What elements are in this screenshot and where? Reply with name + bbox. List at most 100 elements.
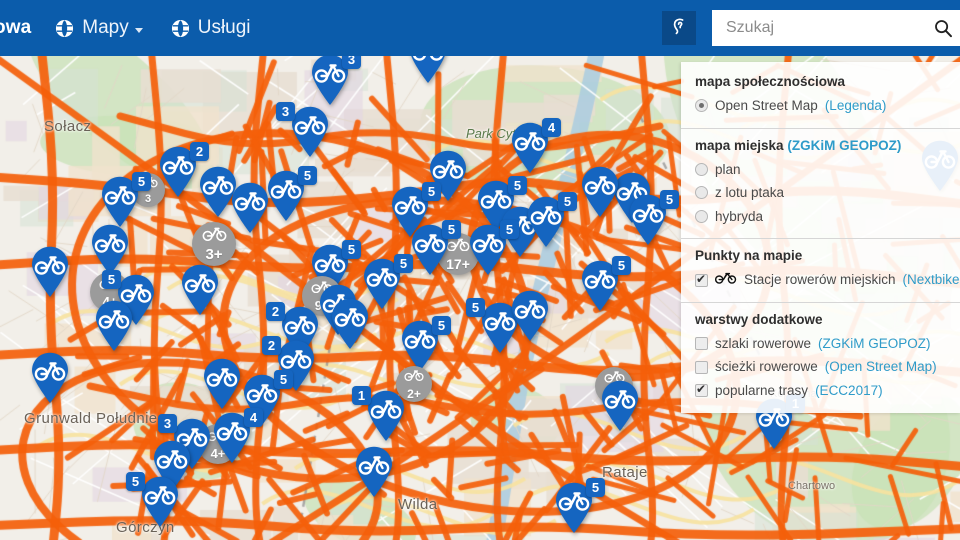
map-marker-bike-station[interactable] bbox=[354, 446, 394, 498]
nav-item-uslugi[interactable]: Usługi bbox=[157, 0, 265, 56]
legend-option-szlaki-rowerowe[interactable]: szlaki rowerowe (ZGKiM GEOPOZ) bbox=[695, 332, 946, 356]
marker-count-badge[interactable]: 3 bbox=[158, 414, 177, 433]
legend-option-z-lotu-ptaka[interactable]: z lotu ptaka bbox=[695, 181, 946, 205]
marker-count-badge[interactable]: 1 bbox=[352, 386, 371, 405]
marker-count-badge[interactable]: 5 bbox=[102, 270, 121, 289]
map-marker-bike-station[interactable]: 5 bbox=[410, 220, 461, 276]
search-input[interactable] bbox=[712, 10, 960, 46]
legend-option-link[interactable]: (Legenda) bbox=[824, 98, 887, 113]
map-marker-bike-station[interactable] bbox=[612, 172, 652, 224]
map-marker-bike-station[interactable] bbox=[30, 352, 70, 404]
checkbox[interactable] bbox=[695, 382, 708, 398]
map-marker-bike-station[interactable] bbox=[428, 150, 468, 202]
marker-count-badge[interactable]: 5 bbox=[298, 166, 317, 185]
map-marker-cluster[interactable]: 3+ bbox=[192, 222, 236, 266]
legend-option-plan[interactable]: plan bbox=[695, 158, 946, 182]
legend-option-link[interactable]: (Open Street Map) bbox=[824, 359, 937, 375]
map-marker-bike-station[interactable] bbox=[510, 290, 550, 342]
map-marker-bike-station[interactable] bbox=[152, 440, 192, 492]
marker-count-badge[interactable]: 5 bbox=[660, 190, 679, 209]
marker-count-badge[interactable]: 3 bbox=[276, 102, 295, 121]
map-marker-bike-station[interactable]: 5 bbox=[580, 256, 631, 312]
map-marker-bike-station[interactable]: 2 bbox=[262, 336, 316, 392]
map-marker-bike-station[interactable]: 3 bbox=[310, 56, 361, 106]
map-marker-bike-station[interactable]: 5 bbox=[466, 298, 520, 354]
map-marker-bike-station[interactable]: 5 bbox=[242, 370, 293, 426]
legend-section-title-link[interactable]: (ZGKiM GEOPOZ) bbox=[787, 137, 902, 153]
radio-button[interactable] bbox=[695, 186, 708, 200]
legend-option-link[interactable]: (ZGKiM GEOPOZ) bbox=[818, 335, 931, 351]
map-marker-bike-station[interactable]: 5 bbox=[390, 182, 441, 238]
map-marker-bike-station[interactable] bbox=[230, 182, 270, 234]
search-icon[interactable] bbox=[928, 13, 958, 43]
legend-option-link[interactable]: (ECC2017) bbox=[815, 382, 883, 398]
map-marker-bike-station[interactable] bbox=[202, 358, 242, 410]
marker-count-badge[interactable]: 5 bbox=[586, 478, 605, 497]
nav-item-mapy[interactable]: Mapy bbox=[41, 0, 156, 56]
marker-count-badge[interactable]: 2 bbox=[262, 336, 281, 355]
checkbox[interactable] bbox=[695, 360, 708, 374]
marker-count-badge[interactable]: 5 bbox=[558, 192, 577, 211]
map-marker-bike-station[interactable]: 5 bbox=[310, 240, 361, 296]
marker-count-badge[interactable]: 5 bbox=[442, 220, 461, 239]
map-marker-bike-station[interactable]: 1 bbox=[352, 386, 406, 442]
map-marker-bike-station[interactable]: 5 bbox=[102, 270, 156, 326]
map-marker-cluster[interactable]: 2+ bbox=[396, 366, 432, 402]
map-marker-bike-station[interactable]: 5 bbox=[554, 478, 605, 534]
marker-count-badge[interactable]: 5 bbox=[132, 172, 151, 191]
marker-count-badge[interactable]: 5 bbox=[466, 298, 485, 317]
map-marker-bike-station[interactable]: 3 bbox=[158, 414, 212, 470]
map-marker-bike-station[interactable] bbox=[180, 264, 220, 316]
map-marker-bike-station[interactable]: 5 bbox=[400, 316, 451, 372]
map-marker-bike-station[interactable]: 5 bbox=[526, 192, 577, 248]
marker-count-badge[interactable]: 4 bbox=[542, 118, 561, 137]
checkbox[interactable] bbox=[695, 272, 708, 287]
map-marker-bike-station[interactable] bbox=[330, 298, 370, 350]
brand-label[interactable]: owa bbox=[0, 17, 32, 38]
ear-icon[interactable] bbox=[662, 11, 696, 45]
checkbox[interactable] bbox=[695, 337, 708, 351]
legend-option-stacje-rower-w-miejskich[interactable]: Stacje rowerów miejskich (Nextbike bbox=[695, 268, 960, 292]
marker-count-badge[interactable]: 5 bbox=[612, 256, 631, 275]
map-marker-bike-station[interactable] bbox=[198, 166, 238, 218]
map-marker-bike-station[interactable]: 5 bbox=[362, 254, 413, 310]
map-marker-bike-station[interactable]: 5 bbox=[468, 220, 519, 276]
legend-option-open-street-map[interactable]: Open Street Map (Legenda) bbox=[695, 94, 946, 118]
marker-count-badge[interactable]: 5 bbox=[422, 182, 441, 201]
map-marker-bike-station[interactable] bbox=[408, 56, 448, 84]
map-marker-bike-station[interactable] bbox=[94, 300, 134, 352]
legend-option-popularne-trasy[interactable]: popularne trasy (ECC2017) bbox=[695, 379, 946, 403]
map-marker-bike-station[interactable]: 5 bbox=[476, 176, 527, 232]
radio-button[interactable] bbox=[695, 162, 708, 176]
marker-count-badge[interactable]: 2 bbox=[266, 302, 285, 321]
marker-count-badge[interactable]: 5 bbox=[394, 254, 413, 273]
marker-count-badge[interactable]: 3 bbox=[342, 56, 361, 69]
marker-count-badge[interactable]: 5 bbox=[126, 472, 145, 491]
map-marker-bike-station[interactable]: 5 bbox=[100, 172, 151, 228]
marker-count-badge[interactable]: 5 bbox=[500, 220, 519, 239]
map-marker-bike-station[interactable]: 4 bbox=[510, 118, 561, 174]
marker-count-badge[interactable]: 5 bbox=[432, 316, 451, 335]
legend-option-hybryda[interactable]: hybryda bbox=[695, 205, 946, 229]
map-marker-bike-station[interactable]: 3 bbox=[276, 102, 330, 158]
radio-button[interactable] bbox=[695, 99, 708, 113]
marker-count-badge[interactable]: 5 bbox=[342, 240, 361, 259]
map-marker-bike-station[interactable] bbox=[580, 166, 620, 218]
map-marker-bike-station[interactable] bbox=[30, 246, 70, 298]
marker-count-badge[interactable]: 5 bbox=[508, 176, 527, 195]
radio-button[interactable] bbox=[695, 209, 708, 223]
marker-count-badge[interactable]: 5 bbox=[274, 370, 293, 389]
legend-option-link[interactable]: (Nextbike bbox=[902, 272, 960, 288]
map-marker-bike-station[interactable]: 5 bbox=[628, 190, 679, 246]
map-marker-bike-station[interactable] bbox=[90, 224, 130, 276]
legend-option-label: z lotu ptaka bbox=[715, 185, 785, 201]
legend-option-cie-ki-rowerowe[interactable]: ścieżki rowerowe (Open Street Map) bbox=[695, 355, 946, 379]
map-marker-bike-station[interactable] bbox=[600, 380, 640, 432]
marker-count-badge[interactable]: 2 bbox=[190, 142, 209, 161]
map-marker-bike-station[interactable]: 2 bbox=[158, 142, 209, 198]
map-marker-bike-station[interactable]: 5 bbox=[126, 472, 180, 528]
map-marker-bike-station[interactable]: 2 bbox=[266, 302, 320, 358]
map-marker-bike-station[interactable]: 5 bbox=[266, 166, 317, 222]
map-marker-bike-station[interactable]: 4 bbox=[212, 408, 263, 464]
marker-count-badge[interactable]: 4 bbox=[244, 408, 263, 427]
